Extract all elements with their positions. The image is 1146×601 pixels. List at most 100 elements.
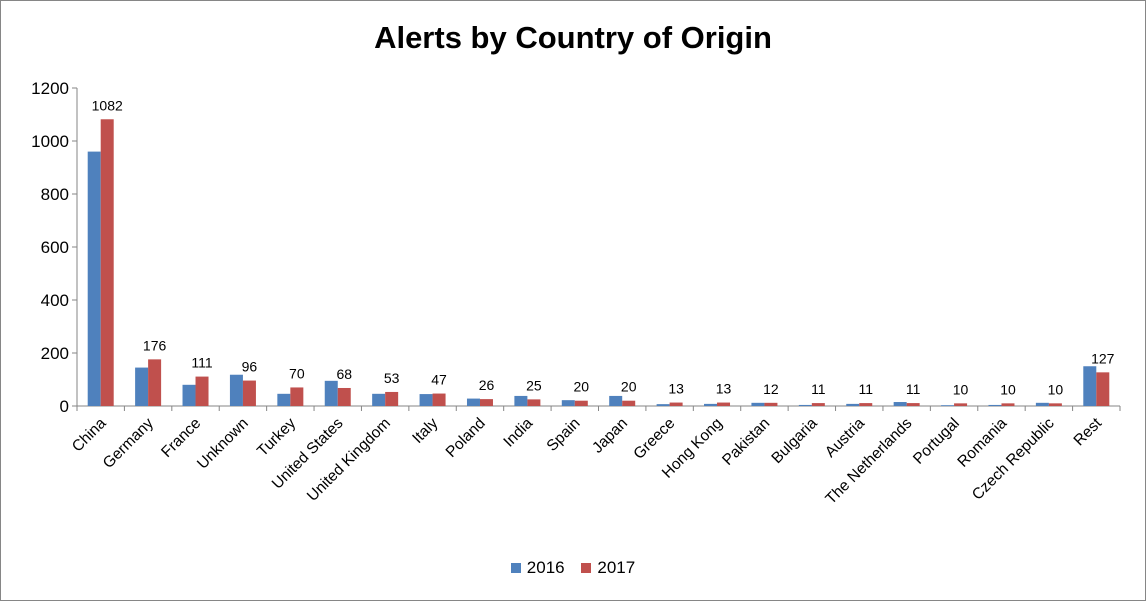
- bar-2016-united-kingdom: [372, 393, 386, 406]
- y-tick-label: 0: [60, 397, 69, 416]
- x-tick-label-greece: Greece: [630, 415, 678, 463]
- bar-2016-portugal: [941, 405, 955, 406]
- bar-2017-germany: [148, 359, 162, 406]
- bar-2016-bulgaria: [798, 404, 812, 406]
- legend-item-2017: 2017: [581, 558, 635, 578]
- legend-label-2017: 2017: [597, 558, 636, 577]
- data-label-poland: 26: [479, 377, 495, 393]
- bar-2017-bulgaria: [811, 403, 825, 406]
- bar-2017-spain: [574, 400, 588, 406]
- x-tick-label-the-netherlands: The Netherlands: [822, 415, 915, 508]
- data-label-germany: 176: [143, 337, 167, 353]
- bar-2016-poland: [466, 398, 480, 406]
- x-tick-label-pakistan: Pakistan: [719, 415, 773, 469]
- data-label-portugal: 10: [953, 381, 969, 397]
- bar-2016-czech-republic: [1035, 402, 1049, 406]
- data-label-greece: 13: [668, 381, 684, 397]
- x-tick-label-india: India: [500, 415, 536, 451]
- data-label-pakistan: 12: [763, 381, 779, 397]
- y-tick-labels: 0 200 400 600 800 1000 1200: [31, 79, 69, 416]
- bar-2016-italy: [419, 394, 433, 406]
- chart-legend: 2016 2017: [0, 558, 1146, 578]
- bar-2016-hong-kong: [704, 403, 718, 406]
- bar-2016-pakistan: [751, 402, 765, 406]
- legend-label-2016: 2016: [526, 558, 565, 577]
- data-label-spain: 20: [574, 379, 590, 395]
- bar-2017-united-kingdom: [385, 391, 399, 406]
- legend-swatch-2016: [510, 563, 521, 573]
- x-tick-label-germany: Germany: [100, 415, 157, 472]
- bar-2017-united-states: [337, 387, 351, 406]
- bar-2017-japan: [622, 400, 636, 406]
- data-label-turkey: 70: [289, 365, 305, 381]
- data-label-italy: 47: [431, 372, 447, 388]
- x-tick-label-united-kingdom: United Kingdom: [304, 415, 394, 505]
- x-tick-label-poland: Poland: [443, 415, 489, 461]
- x-tick-label-rest: Rest: [1071, 414, 1106, 449]
- legend-swatch-2017: [581, 563, 592, 573]
- chart-title: Alerts by Country of Origin: [374, 20, 772, 55]
- bar-2017-italy: [432, 393, 446, 406]
- bar-2017-china: [100, 119, 114, 407]
- bar-2016-unknown: [229, 374, 243, 406]
- x-tick-label-austria: Austria: [822, 415, 868, 461]
- y-tick-label: 600: [41, 238, 69, 257]
- data-label-unknown: 96: [242, 359, 258, 375]
- data-label-hong-kong: 13: [716, 381, 732, 397]
- bar-2016-turkey: [277, 393, 291, 406]
- data-label-austria: 11: [858, 381, 873, 397]
- bar-2016-japan: [609, 395, 623, 406]
- data-label-rest: 127: [1091, 350, 1115, 366]
- chart-axes: [72, 87, 1121, 411]
- y-tick-label: 1200: [31, 79, 69, 98]
- bar-2016-china: [87, 151, 101, 406]
- data-label-india: 25: [526, 377, 542, 393]
- x-tick-label-china: China: [69, 415, 110, 456]
- data-label-united-states: 68: [336, 366, 352, 382]
- chart-data-labels: 1082 176 111 96 70 68 53 47 26 25 20 20 13 13 12 11 11 11…: [92, 97, 1115, 397]
- bar-2016-france: [182, 384, 196, 406]
- bar-2017-poland: [479, 399, 493, 406]
- bar-2017-france: [195, 376, 209, 406]
- legend-item-2016: 2016: [510, 558, 565, 578]
- bar-2017-turkey: [290, 387, 304, 406]
- x-tick-label-unknown: Unknown: [194, 415, 252, 473]
- bar-2016-romania: [988, 404, 1002, 406]
- bar-2016-germany: [135, 367, 149, 406]
- bar-2016-india: [514, 395, 528, 406]
- data-label-czech-republic: 10: [1048, 381, 1064, 397]
- x-tick-label-bulgaria: Bulgaria: [768, 415, 821, 468]
- chart-bars: [87, 119, 1110, 407]
- bar-2017-austria: [859, 403, 873, 406]
- bar-2016-greece: [656, 404, 670, 406]
- data-label-romania: 10: [1000, 381, 1016, 397]
- bar-2017-hong-kong: [717, 402, 731, 406]
- y-tick-label: 1000: [31, 132, 69, 151]
- bar-2017-unknown: [242, 380, 256, 406]
- bar-2016-the-netherlands: [893, 402, 907, 406]
- x-tick-label-spain: Spain: [544, 415, 584, 455]
- bar-2017-pakistan: [764, 402, 778, 406]
- x-tick-label-france: France: [158, 415, 204, 461]
- y-tick-label: 200: [41, 344, 69, 363]
- bar-2017-czech-republic: [1048, 403, 1062, 406]
- data-label-the-netherlands: 11: [906, 381, 921, 397]
- bar-2017-india: [527, 399, 541, 406]
- y-tick-label: 800: [41, 185, 69, 204]
- bar-2016-spain: [561, 400, 575, 406]
- bar-2017-the-netherlands: [906, 403, 920, 406]
- bar-2017-rest: [1096, 372, 1110, 406]
- bar-2016-rest: [1083, 366, 1097, 406]
- bar-2016-austria: [846, 403, 860, 406]
- data-label-bulgaria: 11: [811, 381, 826, 397]
- data-label-france: 111: [191, 355, 212, 371]
- data-label-japan: 20: [621, 379, 637, 395]
- data-label-china: 1082: [92, 97, 123, 113]
- bar-2017-portugal: [954, 403, 968, 406]
- y-tick-label: 400: [41, 291, 69, 310]
- x-tick-label-turkey: Turkey: [254, 415, 299, 460]
- bar-2017-romania: [1001, 403, 1015, 406]
